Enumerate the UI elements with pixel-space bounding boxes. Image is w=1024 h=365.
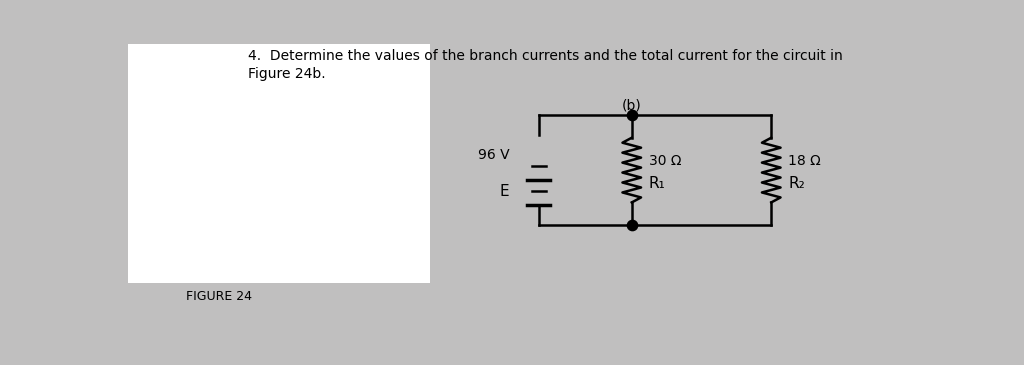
Text: FIGURE 24: FIGURE 24 <box>186 290 252 303</box>
Point <box>624 112 640 118</box>
Text: (b): (b) <box>622 99 642 112</box>
Text: 96 V: 96 V <box>477 148 509 162</box>
Text: Figure 24b.: Figure 24b. <box>248 67 326 81</box>
Text: 30 Ω: 30 Ω <box>649 154 681 168</box>
Text: E: E <box>500 184 509 199</box>
Text: 18 Ω: 18 Ω <box>788 154 821 168</box>
Text: 4.  Determine the values of the branch currents and the total current for the ci: 4. Determine the values of the branch cu… <box>248 49 843 63</box>
Text: R₁: R₁ <box>649 176 666 191</box>
FancyBboxPatch shape <box>128 44 430 283</box>
Text: R₂: R₂ <box>788 176 805 191</box>
Point <box>624 222 640 228</box>
